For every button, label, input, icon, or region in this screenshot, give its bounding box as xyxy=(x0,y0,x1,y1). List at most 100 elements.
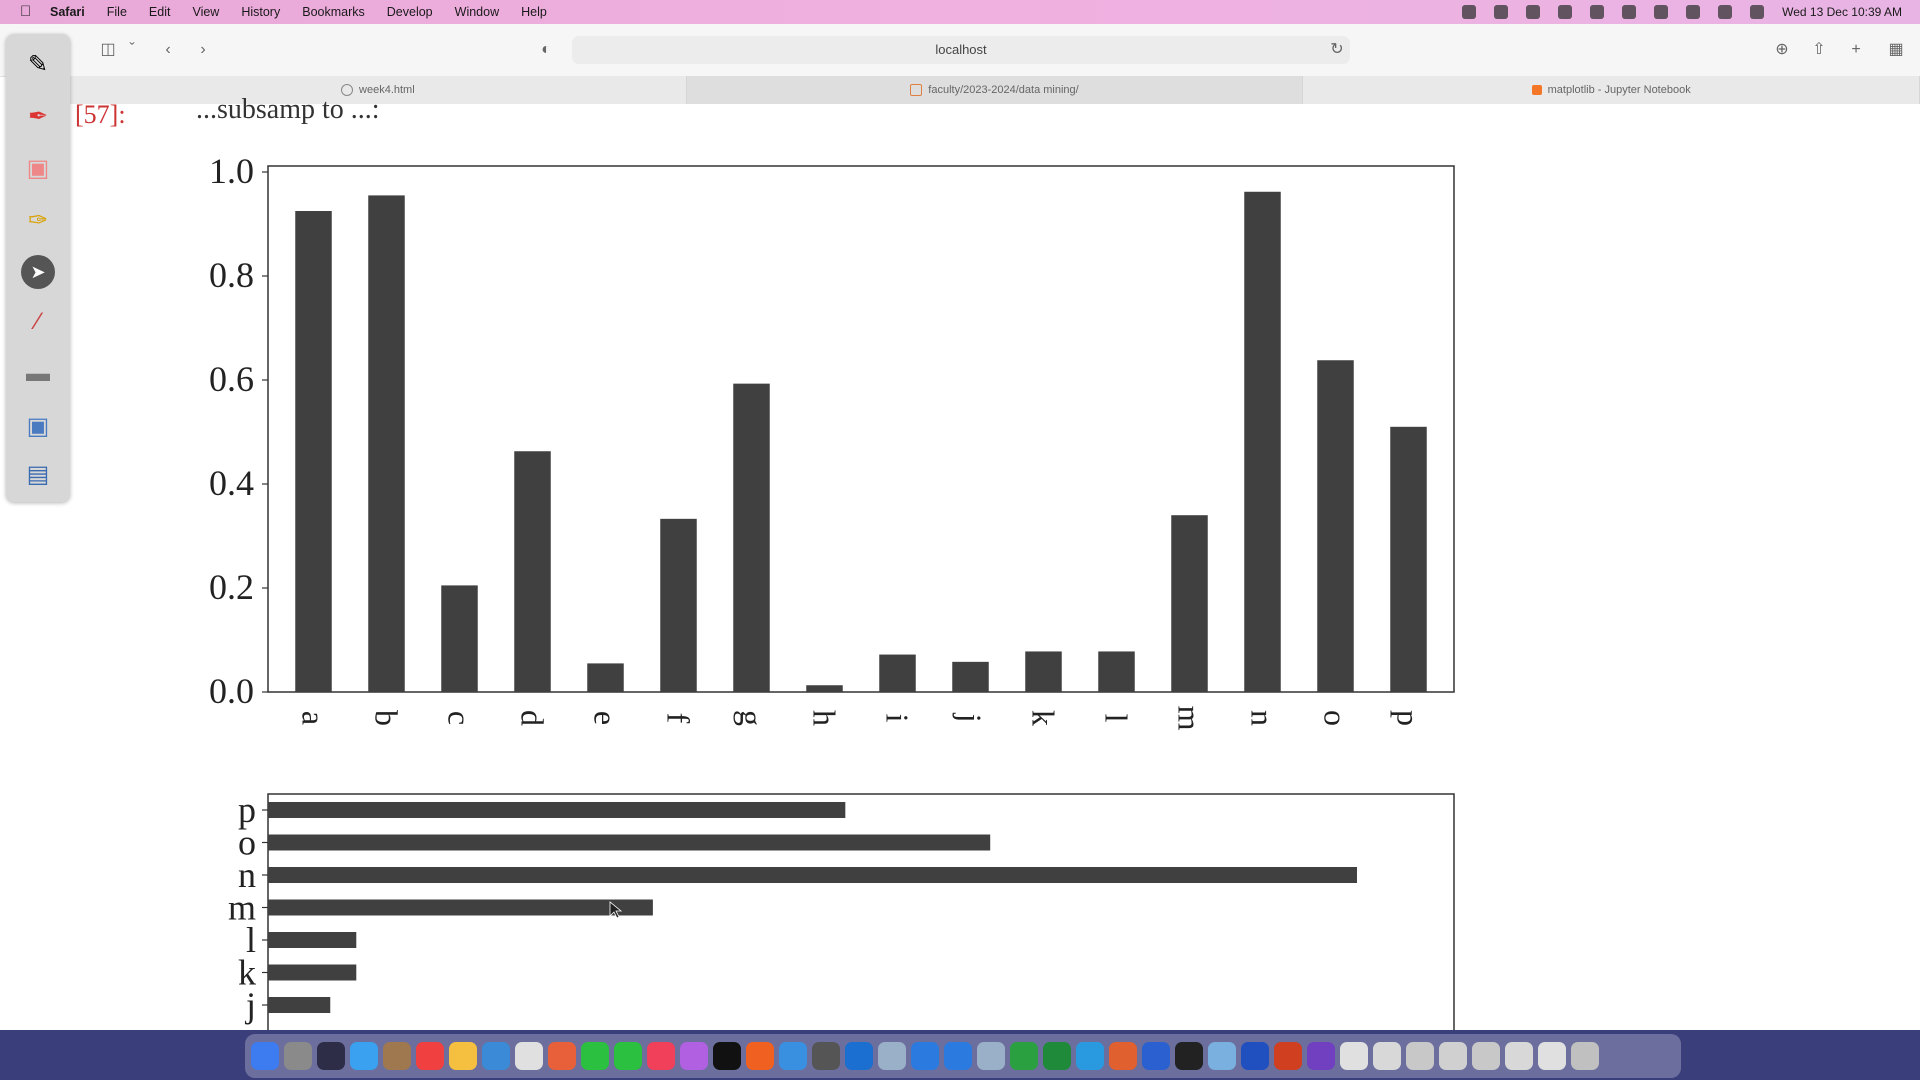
pen-icon[interactable]: ✒ xyxy=(27,102,49,130)
tab-overview-icon[interactable]: ▦ xyxy=(1888,41,1904,58)
whiteboard-icon[interactable]: ✎ xyxy=(27,50,49,78)
battery-icon[interactable] xyxy=(1654,5,1669,19)
dock-app-icon[interactable] xyxy=(812,1042,840,1070)
status-icon[interactable] xyxy=(1462,5,1477,19)
dock-app-icon[interactable] xyxy=(449,1042,477,1070)
dock-app-icon[interactable] xyxy=(284,1042,312,1070)
dock-app-icon[interactable] xyxy=(251,1042,279,1070)
dock-app-icon[interactable] xyxy=(1142,1042,1170,1070)
bar-m xyxy=(1171,515,1208,692)
dock-app-icon[interactable] xyxy=(713,1042,741,1070)
screen-icon[interactable]: ▣ xyxy=(26,412,50,440)
dock-app-icon[interactable] xyxy=(1175,1042,1203,1070)
dock-app-icon[interactable] xyxy=(1307,1042,1335,1070)
dock-app-icon[interactable] xyxy=(1340,1042,1368,1070)
dock-app-icon[interactable] xyxy=(416,1042,444,1070)
tab-data-mining[interactable]: faculty/2023-2024/data mining/ xyxy=(686,76,1304,104)
wifi-icon[interactable] xyxy=(1622,5,1637,19)
dock-app-icon[interactable] xyxy=(317,1042,345,1070)
menu-view[interactable]: View xyxy=(192,5,220,19)
menu-history[interactable]: History xyxy=(241,5,281,19)
x-tick-label: k xyxy=(1026,710,1062,726)
privacy-shield-icon[interactable]: ◐ xyxy=(541,41,551,58)
menu-file[interactable]: File xyxy=(106,5,127,19)
dock-app-icon[interactable] xyxy=(1538,1042,1566,1070)
menu-safari[interactable]: Safari xyxy=(50,5,85,19)
dock-app-icon[interactable] xyxy=(845,1042,873,1070)
browser-toolbar: ◫ ˇ ‹ › ◐ localhost ↻ ⊕ ⇧ + ▦ xyxy=(0,24,1920,77)
tab-week4[interactable]: week4.html xyxy=(70,76,687,104)
y-tick-label: 0.2 xyxy=(209,567,254,607)
dock-app-icon[interactable] xyxy=(746,1042,774,1070)
laser-icon[interactable]: ∕ xyxy=(35,308,40,335)
tab-bar: week4.html faculty/2023-2024/data mining… xyxy=(70,76,1920,104)
cell-code-partial: ...subsamp to ...: xyxy=(196,94,380,125)
dock-app-icon[interactable] xyxy=(1076,1042,1104,1070)
reload-icon[interactable]: ↻ xyxy=(1330,41,1344,58)
dock-app-icon[interactable] xyxy=(1208,1042,1236,1070)
dock-app-icon[interactable] xyxy=(482,1042,510,1070)
spotlight-icon[interactable]: ▬ xyxy=(26,360,50,387)
dock-app-icon[interactable] xyxy=(1571,1042,1599,1070)
back-icon[interactable]: ‹ xyxy=(165,41,171,58)
dock-app-icon[interactable] xyxy=(1241,1042,1269,1070)
screenshot-icon[interactable]: ▤ xyxy=(26,460,50,488)
bar-f xyxy=(660,518,697,692)
menu-help[interactable]: Help xyxy=(521,5,547,19)
menu-edit[interactable]: Edit xyxy=(148,5,171,19)
menu-window[interactable]: Window xyxy=(454,5,500,19)
dock-app-icon[interactable] xyxy=(1109,1042,1137,1070)
dock-app-icon[interactable] xyxy=(647,1042,675,1070)
dock-app-icon[interactable] xyxy=(1043,1042,1071,1070)
chevron-down-icon[interactable]: ˇ xyxy=(129,41,135,58)
highlighter-icon[interactable]: ✑ xyxy=(27,206,49,234)
dock-app-icon[interactable] xyxy=(548,1042,576,1070)
siri-icon[interactable] xyxy=(1750,5,1765,19)
dock-app-icon[interactable] xyxy=(350,1042,378,1070)
volume-icon[interactable] xyxy=(1526,5,1541,19)
download-icon[interactable]: ⊕ xyxy=(1775,41,1789,58)
dock-app-icon[interactable] xyxy=(1472,1042,1500,1070)
dock-app-icon[interactable] xyxy=(383,1042,411,1070)
dock-app-icon[interactable] xyxy=(515,1042,543,1070)
dock-app-icon[interactable] xyxy=(1505,1042,1533,1070)
status-icon[interactable] xyxy=(1590,5,1605,19)
forward-icon[interactable]: › xyxy=(200,41,206,58)
hbar-m xyxy=(268,899,653,916)
x-tick-label: h xyxy=(807,710,843,726)
dock-app-icon[interactable] xyxy=(878,1042,906,1070)
bar-a xyxy=(295,211,332,692)
status-icon[interactable] xyxy=(1494,5,1509,19)
dock-app-icon[interactable] xyxy=(1373,1042,1401,1070)
dock-app-icon[interactable] xyxy=(944,1042,972,1070)
menubar-clock[interactable]: Wed 13 Dec 10:39 AM xyxy=(1782,5,1902,19)
dock-app-icon[interactable] xyxy=(581,1042,609,1070)
search-icon[interactable] xyxy=(1686,5,1701,19)
dock-app-icon[interactable] xyxy=(977,1042,1005,1070)
status-icon[interactable] xyxy=(1558,5,1573,19)
hbar-k xyxy=(268,964,357,981)
new-tab-icon[interactable]: + xyxy=(1851,41,1861,58)
y-tick-label: o xyxy=(238,823,256,863)
share-icon[interactable]: ⇧ xyxy=(1812,41,1826,58)
y-tick-label: 0.0 xyxy=(209,671,254,711)
dock-app-icon[interactable] xyxy=(680,1042,708,1070)
dock-app-icon[interactable] xyxy=(1010,1042,1038,1070)
address-bar[interactable]: localhost xyxy=(572,36,1350,64)
dock-app-icon[interactable] xyxy=(1406,1042,1434,1070)
pointer-icon[interactable]: ➤ xyxy=(20,254,56,290)
x-tick-label: p xyxy=(1391,710,1427,726)
menu-bookmarks[interactable]: Bookmarks xyxy=(302,5,365,19)
dock-app-icon[interactable] xyxy=(911,1042,939,1070)
dock-app-icon[interactable] xyxy=(779,1042,807,1070)
y-tick-label: 1.0 xyxy=(209,151,254,191)
dock-app-icon[interactable] xyxy=(1274,1042,1302,1070)
eraser-icon[interactable]: ▣ xyxy=(26,154,50,182)
sidebar-icon[interactable]: ◫ xyxy=(100,41,116,58)
control-center-icon[interactable] xyxy=(1718,5,1733,19)
bar-b xyxy=(368,195,405,692)
apple-icon[interactable]:  xyxy=(20,4,36,20)
menu-develop[interactable]: Develop xyxy=(386,5,433,19)
dock-app-icon[interactable] xyxy=(1439,1042,1467,1070)
dock-app-icon[interactable] xyxy=(614,1042,642,1070)
